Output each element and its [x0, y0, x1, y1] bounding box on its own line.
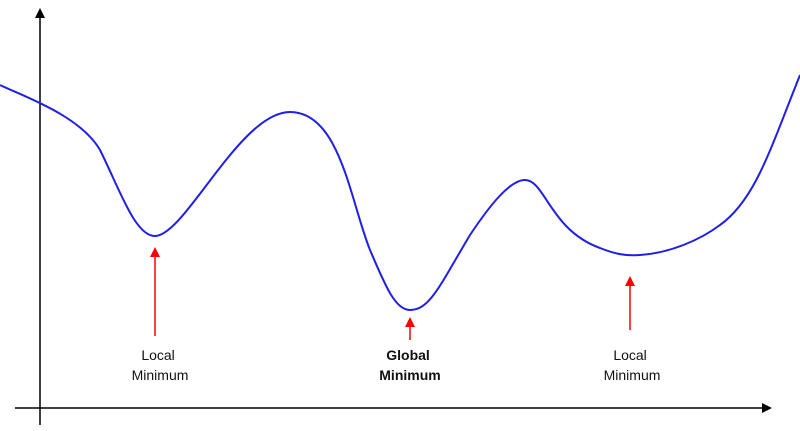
annotation-line: Global	[386, 347, 430, 363]
annotation-line: Minimum	[604, 367, 661, 383]
annotation-line: Minimum	[132, 367, 189, 383]
annotation-line: Local	[141, 347, 174, 363]
loss-curve	[0, 74, 800, 312]
annotation: Local Minimum	[604, 347, 661, 383]
annotation: Local Minimum	[132, 347, 189, 383]
annotation: Global Minimum	[379, 347, 440, 383]
annotation-line: Local	[613, 347, 646, 363]
annotation-line: Minimum	[379, 367, 440, 383]
